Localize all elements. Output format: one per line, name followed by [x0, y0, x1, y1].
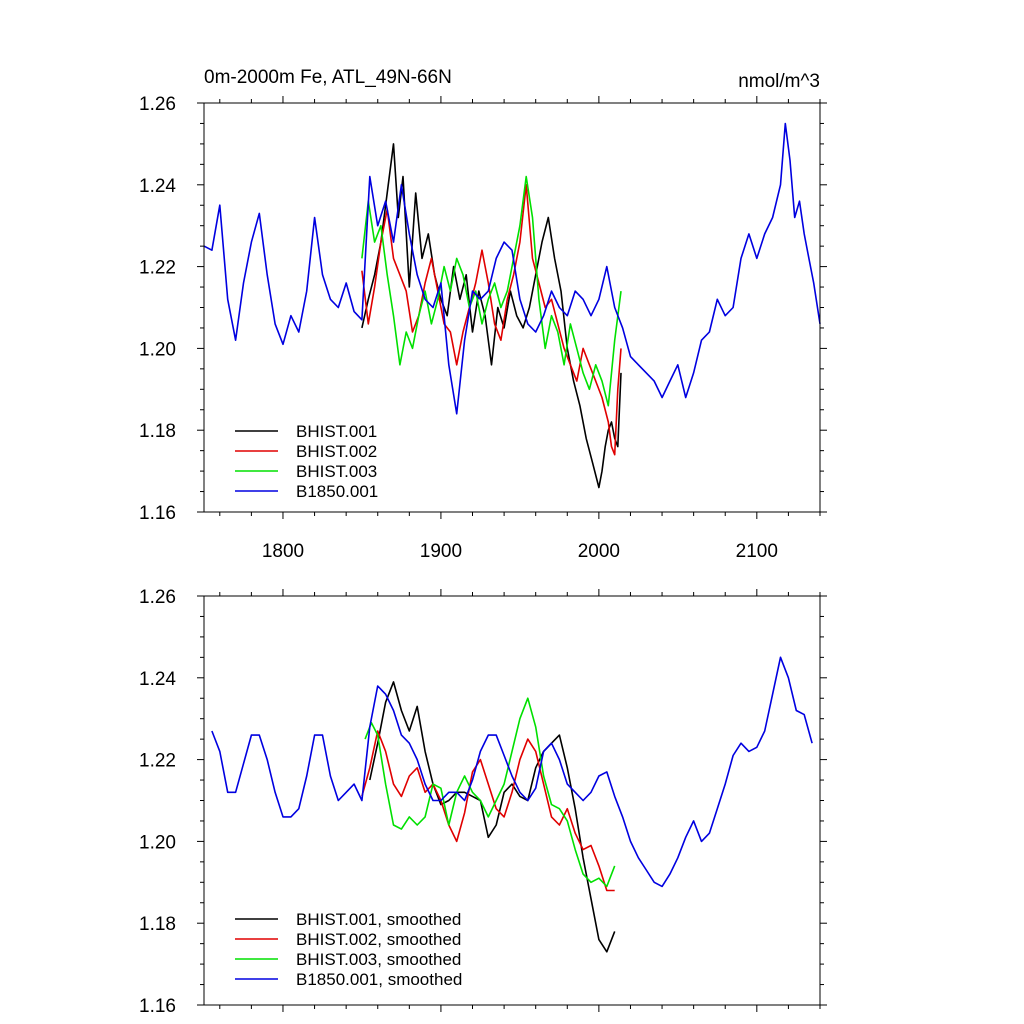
bottom-panel: 1.16 1.18 1.20 1.22 1.24 1.26 BHIST.001, smoo…	[139, 587, 827, 1017]
x-tick-label: 2100	[736, 541, 778, 562]
y-tick-label: 1.16	[139, 503, 176, 524]
x-tick-label: 1800	[262, 541, 304, 562]
x-tick-label: 1900	[420, 541, 462, 562]
y-tick-label: 1.26	[139, 94, 176, 115]
legend-label: BHIST.003, smoothed	[296, 950, 461, 969]
series-line-b1850-001	[203, 122, 821, 415]
y-tick-label: 1.18	[139, 421, 176, 442]
series-line-bhist-002-smoothed	[361, 730, 615, 892]
legend-label: BHIST.002, smoothed	[296, 930, 461, 949]
series-line-bhist-003	[361, 175, 622, 407]
plot-frame-bottom	[203, 595, 821, 1006]
series-line-bhist-001-smoothed	[369, 681, 616, 953]
y-tick-label: 1.22	[139, 258, 176, 279]
y-tick-label: 1.24	[139, 176, 176, 197]
chart-title: 0m-2000m Fe, ATL_49N-66N	[204, 67, 452, 88]
series-line-bhist-001	[361, 143, 622, 489]
plot-frame-top	[203, 102, 821, 513]
series-line-bhist-003-smoothed	[364, 697, 616, 888]
y-tick-label: 1.20	[139, 832, 176, 853]
units-label: nmol/m^3	[738, 71, 820, 92]
series-line-b1850-001-smoothed	[211, 656, 813, 888]
y-tick-label: 1.18	[139, 914, 176, 935]
legend-label: B1850.001	[296, 482, 378, 501]
y-tick-label: 1.20	[139, 339, 176, 360]
x-tick-label: 2000	[578, 541, 620, 562]
y-tick-label: 1.26	[139, 587, 176, 608]
y-tick-label: 1.22	[139, 751, 176, 772]
top-panel: 0m-2000m Fe, ATL_49N-66N nmol/m^3 1.16 1.…	[139, 67, 827, 562]
legend-label: BHIST.001, smoothed	[296, 910, 461, 929]
legend-label: BHIST.002	[296, 442, 377, 461]
y-tick-label: 1.24	[139, 669, 176, 690]
legend-label: BHIST.001	[296, 422, 377, 441]
legend-label: BHIST.003	[296, 462, 377, 481]
series-line-bhist-002	[361, 184, 622, 456]
y-tick-label: 1.16	[139, 996, 176, 1017]
legend-label: B1850.001, smoothed	[296, 970, 462, 989]
